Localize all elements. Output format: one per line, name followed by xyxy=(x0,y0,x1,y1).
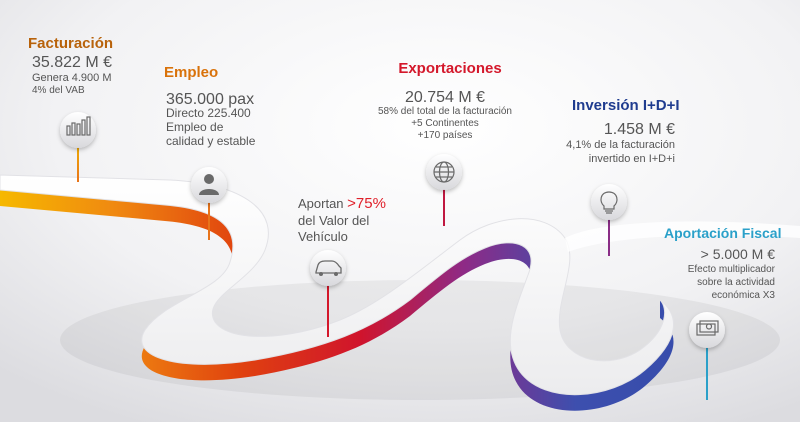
road-far xyxy=(565,221,800,252)
vehiculo-highlight: >75% xyxy=(347,195,386,212)
money-icon xyxy=(689,312,725,348)
aportacion-line3: económica X3 xyxy=(711,290,775,301)
stem-exportaciones xyxy=(443,188,445,226)
stem-facturacion xyxy=(77,140,79,182)
aportacion-title: Aportación Fiscal xyxy=(664,225,782,241)
road-side xyxy=(0,190,674,411)
exportaciones-line1: 58% del total de la facturación xyxy=(378,106,512,117)
exportaciones-title: Exportaciones xyxy=(398,60,502,77)
facturacion-line1: Genera 4.900 M xyxy=(32,72,112,84)
empleo-line3: calidad y estable xyxy=(166,134,256,148)
vehiculo-line2: del Valor del xyxy=(298,213,370,228)
stem-inversion xyxy=(608,218,610,256)
vehiculo-line1: Aportan >75% xyxy=(298,195,386,213)
vehiculo-line3: Vehículo xyxy=(298,229,348,244)
empleo-line2: Empleo de xyxy=(166,120,224,134)
stem-aportacion xyxy=(706,345,708,400)
vehiculo-prefix: Aportan xyxy=(298,196,348,211)
exportaciones-line3: +170 países xyxy=(417,130,473,141)
inversion-value: 1.458 M € xyxy=(603,121,675,138)
exportaciones-line2: +5 Continentes xyxy=(411,118,479,129)
road-surface xyxy=(0,174,674,396)
aportacion-line2: sobre la actividad xyxy=(697,277,775,288)
exportaciones-value: 20.754 M € xyxy=(404,89,486,106)
empleo-title: Empleo xyxy=(164,64,219,81)
facturacion-value: 35.822 M € xyxy=(32,54,113,71)
aportacion-value: > 5.000 M € xyxy=(700,246,775,262)
facturacion-line2: 4% del VAB xyxy=(32,85,85,96)
inversion-title: Inversión I+D+I xyxy=(572,97,680,114)
globe-icon xyxy=(426,154,462,190)
inversion-line2: invertido en I+D+i xyxy=(588,153,675,165)
stem-empleo xyxy=(208,200,210,240)
bar-chart-icon xyxy=(60,112,96,148)
facturacion-title: Facturación xyxy=(28,35,114,52)
aportacion-line1: Efecto multiplicador xyxy=(687,264,775,275)
lightbulb-icon xyxy=(591,184,627,220)
person-icon xyxy=(191,167,227,203)
empleo-value: 365.000 pax xyxy=(166,91,255,108)
empleo-line1: Directo 225.400 xyxy=(166,106,251,120)
inversion-line1: 4,1% de la facturación xyxy=(566,139,675,151)
stem-vehiculo xyxy=(327,285,329,337)
car-icon xyxy=(310,250,346,286)
